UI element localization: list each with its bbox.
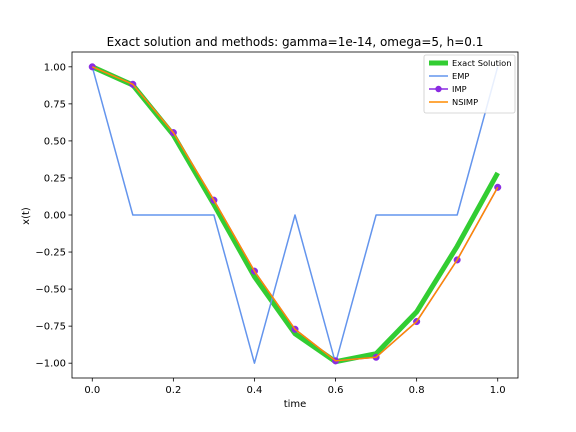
axes-layer: 0.0 0.2 0.4 0.6 0.8 1.0 1.00 0.75 0.50 0.25 0.00 −0… bbox=[35, 51, 519, 396]
y-tick-label: 0.75 bbox=[44, 99, 66, 110]
y-tick-label: −0.50 bbox=[35, 285, 66, 296]
legend-marker bbox=[435, 85, 442, 93]
legend-box bbox=[423, 54, 516, 114]
legend-label: EMP bbox=[452, 71, 469, 81]
legend: Exact Solution EMP IMP NSIMP bbox=[423, 54, 516, 114]
legend-label: IMP bbox=[452, 84, 467, 94]
y-tick-label: −0.25 bbox=[35, 248, 66, 259]
legend-entry-emp: EMP bbox=[429, 71, 469, 81]
legend-entry-imp: IMP bbox=[429, 84, 467, 94]
series-line-exact-solution bbox=[91, 64, 500, 365]
legend-label: NSIMP bbox=[452, 97, 478, 107]
x-tick-label: 0.8 bbox=[409, 385, 425, 396]
x-tick-label: 0.4 bbox=[247, 385, 263, 396]
legend-label: Exact Solution bbox=[452, 58, 512, 68]
y-tick-label: 0.00 bbox=[44, 211, 66, 222]
chart-title: Exact solution and methods: gamma=1e-14,… bbox=[107, 35, 484, 49]
y-tick-label: 1.00 bbox=[44, 62, 66, 73]
x-axis-label: time bbox=[284, 399, 307, 410]
x-tick-label: 0.6 bbox=[328, 385, 344, 396]
x-tick-label: 0.2 bbox=[165, 385, 181, 396]
x-tick-label: 0.0 bbox=[84, 385, 100, 396]
data-point-imp bbox=[88, 63, 96, 71]
y-axis-label: x(t) bbox=[21, 207, 32, 225]
series-line-nsimp bbox=[91, 66, 499, 362]
legend-entry-nsimp: NSIMP bbox=[429, 97, 478, 107]
y-tick-label: 0.50 bbox=[44, 136, 66, 147]
y-tick-label: −0.75 bbox=[35, 322, 66, 333]
x-tick-label: 1.0 bbox=[490, 385, 506, 396]
legend-entry-exact-solution: Exact Solution bbox=[429, 58, 512, 68]
series-layer bbox=[88, 63, 502, 365]
data-point-imp bbox=[494, 183, 502, 191]
y-tick-label: 0.25 bbox=[44, 173, 66, 184]
series-line-emp bbox=[91, 66, 499, 364]
y-tick-label: −1.00 bbox=[35, 359, 66, 370]
